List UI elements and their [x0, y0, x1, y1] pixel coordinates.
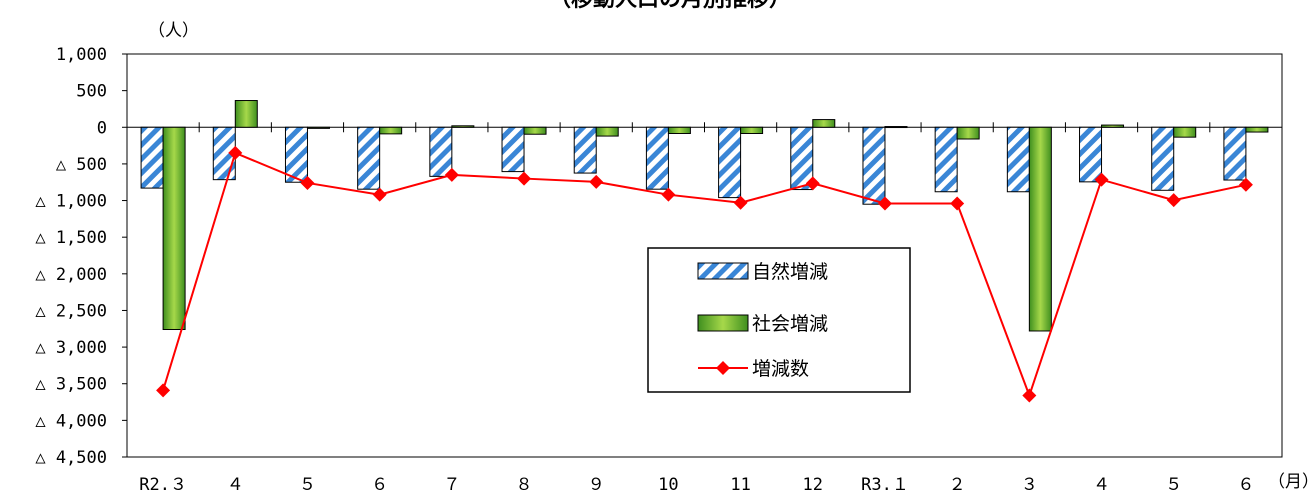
- bar-social: [234, 100, 258, 128]
- legend-label-social: 社会増減: [752, 313, 828, 335]
- bar-social: [162, 126, 186, 331]
- total-point: [444, 167, 459, 182]
- bar-social: [812, 119, 836, 128]
- x-tick-label: ３: [1021, 475, 1038, 495]
- x-tick-label: R3.１: [861, 475, 909, 495]
- y-tick-label: △ 3,000: [35, 338, 107, 358]
- total-point: [950, 196, 965, 211]
- y-tick-label: △ 2,000: [35, 265, 107, 285]
- bar-social: [1028, 126, 1052, 332]
- x-tick-label: 11: [730, 475, 750, 495]
- legend-swatch-diamond: [716, 361, 730, 375]
- total-point: [1094, 172, 1109, 187]
- bar-natural: [1006, 126, 1030, 193]
- total-point: [156, 383, 171, 398]
- x-tick-label: ９: [588, 475, 605, 495]
- total-point: [589, 174, 604, 189]
- bar-natural: [1079, 126, 1103, 183]
- bar-natural: [573, 126, 597, 174]
- x-tick-label: ２: [949, 475, 966, 495]
- total-point: [372, 187, 387, 202]
- total-line: [162, 151, 1247, 399]
- total-point: [1238, 177, 1253, 192]
- total-point: [877, 196, 892, 211]
- y-tick-label: △ 500: [56, 155, 107, 175]
- x-tick-label: ５: [299, 475, 316, 495]
- plot-area: [126, 53, 1283, 458]
- x-tick-label: ４: [227, 475, 244, 495]
- y-tick-label: △ 3,500: [35, 375, 107, 395]
- total-point: [1022, 388, 1037, 403]
- bar-social: [1173, 126, 1197, 138]
- total-point: [805, 176, 820, 191]
- bar-social: [451, 125, 475, 128]
- bar-natural: [790, 126, 814, 191]
- legend-swatch-natural: [697, 262, 749, 280]
- bar-social: [306, 126, 330, 129]
- x-tick-label: ７: [443, 475, 460, 495]
- total-point: [1166, 193, 1181, 208]
- y-axis-unit: （人）: [148, 21, 199, 41]
- legend-label-natural: 自然増減: [752, 261, 828, 283]
- bar-natural: [718, 126, 742, 199]
- bar-social: [523, 126, 547, 135]
- y-tick-label: △ 2,500: [35, 301, 107, 321]
- y-tick-label: △ 1,000: [35, 192, 107, 212]
- y-tick-label: △ 4,500: [35, 448, 107, 468]
- bar-natural: [140, 126, 164, 189]
- bar-natural: [862, 126, 886, 205]
- total-point: [300, 175, 315, 190]
- legend-swatch-social: [697, 314, 749, 332]
- chart-title: （移動人口の月別推移）: [549, 0, 791, 12]
- x-tick-label: ６: [371, 475, 388, 495]
- bar-social: [740, 126, 764, 135]
- y-tick-label: 1,000: [56, 45, 107, 65]
- line-series: [156, 145, 1253, 403]
- bar-social: [1101, 124, 1125, 128]
- bar-social: [956, 126, 980, 140]
- bar-natural: [1151, 126, 1175, 191]
- legend-label-total: 増減数: [752, 358, 809, 380]
- y-tick-label: △ 4,000: [35, 411, 107, 431]
- x-tick-label: R2.３: [139, 475, 187, 495]
- bar-natural: [284, 126, 308, 183]
- x-axis-unit: （月）: [1268, 472, 1314, 492]
- total-point: [733, 195, 748, 210]
- bar-natural: [934, 126, 958, 193]
- y-tick-label: 0: [97, 118, 107, 138]
- y-tick-label: △ 1,500: [35, 228, 107, 248]
- bar-natural: [357, 126, 381, 190]
- bar-social: [884, 126, 908, 129]
- bar-social: [379, 126, 403, 135]
- x-tick-label: 12: [803, 475, 823, 495]
- x-tick-label: 10: [658, 475, 678, 495]
- total-point: [517, 171, 532, 186]
- x-tick-label: ５: [1165, 475, 1182, 495]
- bar-natural: [429, 126, 453, 177]
- total-point: [228, 145, 243, 160]
- y-tick-label: 500: [76, 82, 107, 102]
- legend-box: [647, 247, 911, 393]
- y-axis: 1,000 500 0 △ 500 △ 1,000 △ 1,500 △ 2,000 △ 2,5…: [35, 45, 127, 468]
- bar-social: [595, 126, 619, 137]
- total-point: [661, 187, 676, 202]
- x-tick-label: ４: [1093, 475, 1110, 495]
- bar-social: [667, 126, 691, 135]
- bar-social: [1245, 126, 1269, 133]
- x-tick-label: ６: [1237, 475, 1254, 495]
- bar-natural: [501, 126, 525, 173]
- bar-natural: [1223, 126, 1247, 181]
- legend: 自然増減 社会増減 増減数: [647, 247, 911, 393]
- bar-series: [140, 100, 1269, 332]
- x-tick-label: ８: [516, 475, 533, 495]
- bar-natural: [645, 126, 669, 190]
